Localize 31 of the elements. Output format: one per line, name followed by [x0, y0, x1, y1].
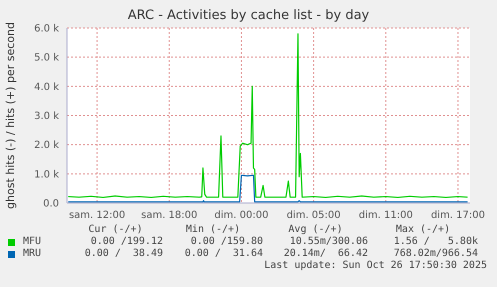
text: Cur (-/+) [87, 224, 144, 236]
x-tick-label: dim. 17:00 [430, 210, 485, 222]
y-tick-label: 5.0 k [34, 52, 60, 64]
text: 1.56 / 5.80k [392, 236, 478, 248]
text: 768.02m/966.54 [392, 248, 478, 260]
legend-label: MFU [23, 236, 42, 248]
y-tick-label: 1.0 k [34, 169, 60, 180]
y-tick-label: 0.0 [43, 198, 59, 210]
chart-title: ARC - Activities by cache list - by day [126, 8, 370, 23]
x-tick-label: dim. 00:00 [214, 210, 268, 222]
text: 0.00 /159.80 [190, 236, 263, 248]
text: Min (-/+) [184, 224, 242, 236]
text: Max (-/+) [394, 224, 452, 236]
x-tick-label: sam. 18:00 [141, 210, 198, 222]
text: Last update: Sun Oct 26 17:50:30 2025 [264, 260, 487, 271]
x-tick-label: dim. 05:00 [286, 210, 341, 222]
y-tick-label: 2.0 k [34, 140, 60, 152]
text: 0.00 /199.12 [90, 236, 163, 248]
text: Avg (-/+) [287, 224, 344, 236]
text: 10.55m/300.06 [288, 236, 368, 248]
y-tick-label: 4.0 k [34, 82, 60, 93]
y-axis-title: ghost hits (-) / hits (+) per second [4, 22, 17, 209]
x-tick-label: dim. 11:00 [358, 210, 413, 222]
text: 20.14m/ 66.42 [282, 248, 368, 260]
line-series [68, 33, 468, 198]
y-tick-label: 6.0 k [34, 24, 60, 35]
text: 0.00 / 31.64 [184, 248, 263, 260]
y-tick-label: 3.0 k [34, 111, 60, 122]
text: 0.00 / 38.49 [84, 248, 163, 260]
x-tick-label: sam. 12:00 [68, 210, 126, 222]
legend-label: MRU [23, 248, 42, 260]
